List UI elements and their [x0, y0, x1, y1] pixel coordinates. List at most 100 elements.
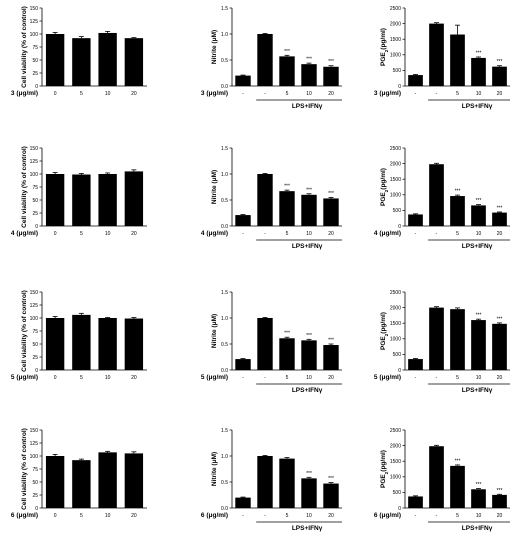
- y-axis-label: PGE2(pg/ml): [380, 168, 389, 206]
- x-axis-prefix: 3 (μg/ml): [374, 90, 401, 97]
- bar: [429, 164, 444, 226]
- bar: [235, 497, 251, 508]
- y-tick-label: 0.5: [221, 198, 228, 204]
- y-tick-label: 0: [398, 506, 401, 512]
- x-tick-label: 20: [131, 513, 137, 519]
- x-tick-label: -: [415, 91, 417, 97]
- y-axis-label: Cell viability (% of control): [21, 428, 28, 510]
- y-axis-label: Nitrite (μM): [211, 314, 218, 348]
- bar: [450, 465, 465, 508]
- bar: [450, 34, 465, 86]
- bar: [72, 174, 91, 226]
- significance-label: ***: [306, 187, 312, 193]
- y-tick-label: 500: [393, 490, 402, 496]
- y-tick-label: 2000: [390, 443, 401, 449]
- panel-2-1: 0.0 0.5 1.0 1.5 Nitrite (μM) - - *** 5 *** 10 *** 20…: [201, 290, 342, 394]
- bar: [124, 453, 144, 508]
- y-tick-label: 1000: [390, 337, 401, 343]
- bar: [124, 318, 144, 370]
- x-tick-label: 5: [456, 513, 459, 519]
- y-tick-label: 0: [398, 84, 401, 90]
- y-tick-label: 125: [30, 159, 39, 165]
- significance-label: ***: [497, 316, 503, 322]
- y-tick-label: 100: [30, 172, 39, 178]
- x-tick-label: 20: [497, 91, 503, 97]
- y-tick-label: 0: [398, 368, 401, 374]
- significance-label: ***: [328, 338, 334, 344]
- bar: [257, 34, 273, 86]
- x-tick-label: 10: [476, 91, 482, 97]
- x-tick-label: 5: [286, 513, 289, 519]
- y-tick-label: 1.5: [221, 290, 228, 296]
- y-tick-label: 25: [32, 71, 38, 77]
- x-axis-prefix: 5 (μg/ml): [11, 374, 38, 381]
- bar: [429, 307, 444, 370]
- x-tick-label: 0: [54, 231, 57, 237]
- y-tick-label: 0: [35, 368, 38, 374]
- y-tick-label: 1.5: [221, 146, 228, 152]
- significance-label: ***: [284, 184, 290, 190]
- y-tick-label: 0.0: [221, 368, 228, 374]
- x-axis-prefix: 5 (μg/ml): [374, 374, 401, 381]
- y-tick-label: 75: [32, 185, 38, 191]
- y-tick-label: 100: [30, 316, 39, 322]
- x-tick-label: 5: [80, 513, 83, 519]
- bar: [429, 446, 444, 508]
- bar: [408, 75, 423, 86]
- y-tick-label: 150: [30, 290, 39, 296]
- y-tick-label: 2500: [390, 6, 401, 12]
- panel-3-1: 0.0 0.5 1.0 1.5 Nitrite (μM) - - 5 *** 10 *** 20 6 (…: [201, 428, 342, 532]
- bar: [471, 205, 486, 226]
- x-tick-label: 20: [131, 231, 137, 237]
- y-tick-label: 75: [32, 329, 38, 335]
- bar: [257, 318, 273, 370]
- x-tick-label: -: [264, 375, 266, 381]
- y-tick-label: 1500: [390, 321, 401, 327]
- bar: [323, 483, 339, 508]
- significance-label: ***: [476, 313, 482, 319]
- significance-label: ***: [306, 333, 312, 339]
- significance-label: ***: [476, 198, 482, 204]
- x-tick-label: -: [415, 231, 417, 237]
- bar: [450, 196, 465, 226]
- y-tick-label: 0.5: [221, 58, 228, 64]
- bar: [98, 318, 117, 370]
- x-axis-prefix: 3 (μg/ml): [201, 90, 228, 97]
- bar: [429, 23, 444, 87]
- x-tick-label: -: [436, 231, 438, 237]
- x-tick-label: 5: [456, 375, 459, 381]
- y-tick-label: 1.5: [221, 428, 228, 434]
- significance-label: ***: [328, 191, 334, 197]
- y-tick-label: 1.5: [221, 6, 228, 12]
- bar: [124, 38, 144, 86]
- y-tick-label: 2500: [390, 428, 401, 434]
- y-tick-label: 1.0: [221, 316, 228, 322]
- x-tick-label: 10: [306, 231, 312, 237]
- bar: [124, 171, 144, 226]
- y-tick-label: 0.0: [221, 84, 228, 90]
- x-axis-prefix: 4 (μg/ml): [201, 230, 228, 237]
- x-tick-label: 10: [105, 231, 111, 237]
- y-tick-label: 2000: [390, 21, 401, 27]
- y-tick-label: 2500: [390, 290, 401, 296]
- x-tick-label: -: [436, 91, 438, 97]
- y-tick-label: 1000: [390, 193, 401, 199]
- significance-label: ***: [497, 59, 503, 65]
- x-tick-label: 0: [54, 375, 57, 381]
- y-axis-label: PGE2(pg/ml): [380, 28, 389, 66]
- bar: [235, 359, 251, 370]
- bar: [279, 56, 295, 86]
- bar: [279, 458, 295, 508]
- group-label: LPS+IFNγ: [462, 387, 493, 394]
- x-tick-label: -: [242, 375, 244, 381]
- panel-0-1: 0.0 0.5 1.0 1.5 Nitrite (μM) - - *** 5 *** 10 *** 20…: [201, 6, 342, 110]
- x-tick-label: 20: [131, 375, 137, 381]
- y-tick-label: 75: [32, 467, 38, 473]
- bar: [301, 340, 317, 370]
- y-tick-label: 1500: [390, 459, 401, 465]
- y-tick-label: 1000: [390, 475, 401, 481]
- y-tick-label: 0: [398, 224, 401, 230]
- x-tick-label: -: [242, 91, 244, 97]
- x-tick-label: 20: [328, 231, 334, 237]
